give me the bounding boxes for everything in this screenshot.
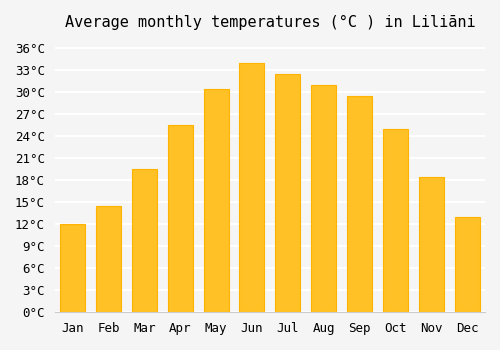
Bar bbox=[383, 129, 408, 312]
Bar bbox=[168, 125, 193, 312]
Bar bbox=[454, 217, 479, 312]
Bar bbox=[204, 89, 229, 312]
Bar bbox=[418, 177, 444, 312]
Bar bbox=[275, 74, 300, 312]
Bar bbox=[60, 224, 85, 312]
Bar bbox=[347, 96, 372, 312]
Title: Average monthly temperatures (°C ) in Liliāni: Average monthly temperatures (°C ) in Li… bbox=[64, 15, 475, 30]
Bar bbox=[96, 206, 121, 312]
Bar bbox=[311, 85, 336, 312]
Bar bbox=[240, 63, 264, 312]
Bar bbox=[132, 169, 157, 312]
